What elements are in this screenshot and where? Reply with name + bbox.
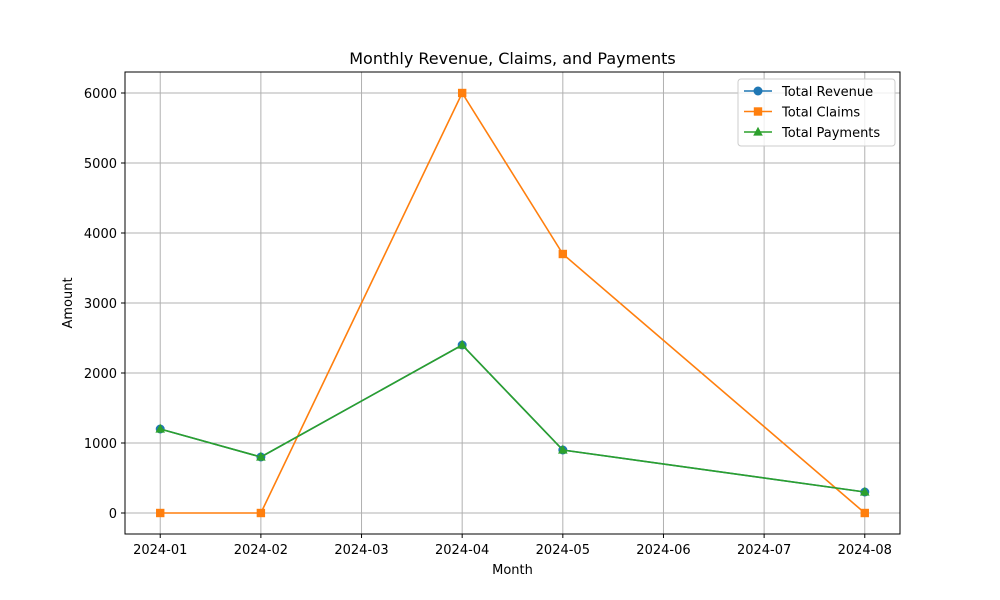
y-axis-label: Amount	[61, 277, 76, 328]
data-point-total-claims	[558, 249, 568, 259]
data-point-total-payments	[155, 423, 166, 433]
legend: Total Revenue Total Claims Total Payments	[737, 78, 896, 147]
data-point-total-claims	[156, 508, 165, 518]
legend-label-total-claims: Total Claims	[781, 106, 860, 121]
x-tick-label: 2024-03	[334, 543, 388, 558]
legend-item-total-claims: Total Claims	[744, 106, 860, 121]
y-tick-label: 0	[109, 507, 117, 522]
y-tick-label: 3000	[84, 297, 117, 312]
x-tick-label: 2024-04	[435, 543, 489, 558]
series-layer	[155, 88, 870, 518]
y-tick-label: 2000	[84, 367, 117, 382]
x-tick-label: 2024-06	[636, 543, 690, 558]
legend-item-total-payments: Total Payments	[744, 126, 880, 141]
series-total-payments	[155, 339, 870, 496]
legend-label-total-revenue: Total Revenue	[781, 85, 873, 100]
legend-marker-total-payments	[753, 126, 763, 136]
x-tick-label: 2024-01	[133, 543, 187, 558]
y-tick-label: 4000	[84, 227, 117, 242]
x-tick-label: 2024-05	[536, 543, 590, 558]
legend-marker-total-revenue	[753, 86, 763, 96]
y-tick-label: 5000	[84, 157, 117, 172]
legend-label-total-payments: Total Payments	[781, 126, 880, 141]
data-point-total-claims	[256, 508, 266, 518]
x-tick-label: 2024-07	[737, 543, 791, 558]
y-tick-label: 6000	[84, 87, 117, 102]
x-axis-ticks: 2024-01 2024-02 2024-03 2024-04 2024-05 2024-…	[133, 534, 892, 558]
x-tick-label: 2024-08	[838, 543, 892, 558]
data-point-total-claims	[457, 88, 467, 98]
legend-marker-total-claims	[753, 107, 763, 116]
legend-frame	[737, 78, 896, 147]
data-point-total-payments	[256, 451, 266, 461]
series-total-claims	[156, 88, 869, 518]
y-tick-label: 1000	[84, 437, 117, 452]
data-point-total-payments	[457, 339, 467, 349]
legend-item-total-revenue: Total Revenue	[744, 85, 873, 100]
data-point-total-claims	[860, 508, 869, 518]
chart-title: Monthly Revenue, Claims, and Payments	[349, 49, 676, 68]
data-point-total-payments	[558, 444, 568, 454]
x-axis-label: Month	[492, 563, 533, 578]
data-point-total-payments	[859, 486, 870, 496]
x-tick-label: 2024-02	[234, 543, 288, 558]
y-axis-ticks: 0 1000 2000 3000 4000 5000 6000	[84, 87, 125, 522]
